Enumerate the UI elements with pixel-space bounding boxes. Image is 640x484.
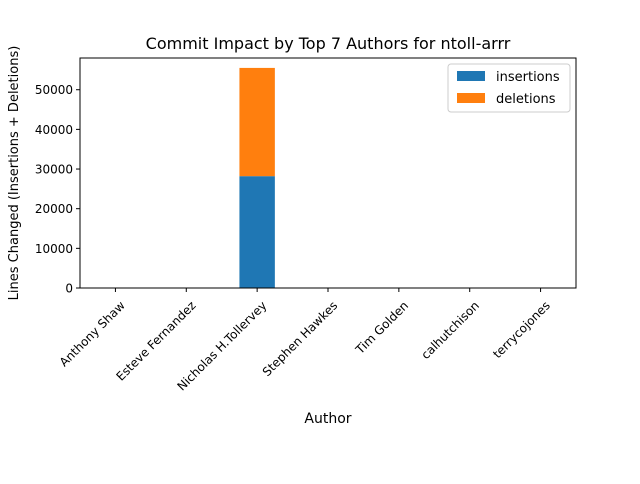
- chart-title: Commit Impact by Top 7 Authors for ntoll…: [146, 34, 511, 53]
- x-tick-label: calhutchison: [418, 298, 482, 362]
- x-tick-label: terrycojones: [490, 298, 553, 361]
- legend-swatch-insertions: [457, 71, 485, 81]
- x-tick-label: Tim Golden: [352, 298, 411, 357]
- x-tick-label: Anthony Shaw: [57, 298, 128, 369]
- y-tick-label: 30000: [35, 163, 73, 177]
- legend-label-deletions: deletions: [496, 92, 556, 107]
- legend: insertions deletions: [448, 64, 570, 112]
- y-axis: 0 10000 20000 30000 40000 50000: [35, 83, 80, 295]
- y-tick-label: 10000: [35, 242, 73, 256]
- bar-deletions: [239, 68, 274, 176]
- x-axis-label: Author: [304, 411, 351, 427]
- x-tick-label: Stephen Hawkes: [260, 298, 341, 379]
- y-tick-label: 50000: [35, 83, 73, 97]
- y-tick-label: 0: [65, 282, 73, 296]
- legend-swatch-deletions: [457, 93, 485, 103]
- y-axis-label: Lines Changed (Insertions + Deletions): [7, 46, 22, 301]
- y-tick-label: 20000: [35, 202, 73, 216]
- legend-label-insertions: insertions: [496, 70, 560, 85]
- bar-insertions: [239, 176, 274, 288]
- y-tick-label: 40000: [35, 123, 73, 137]
